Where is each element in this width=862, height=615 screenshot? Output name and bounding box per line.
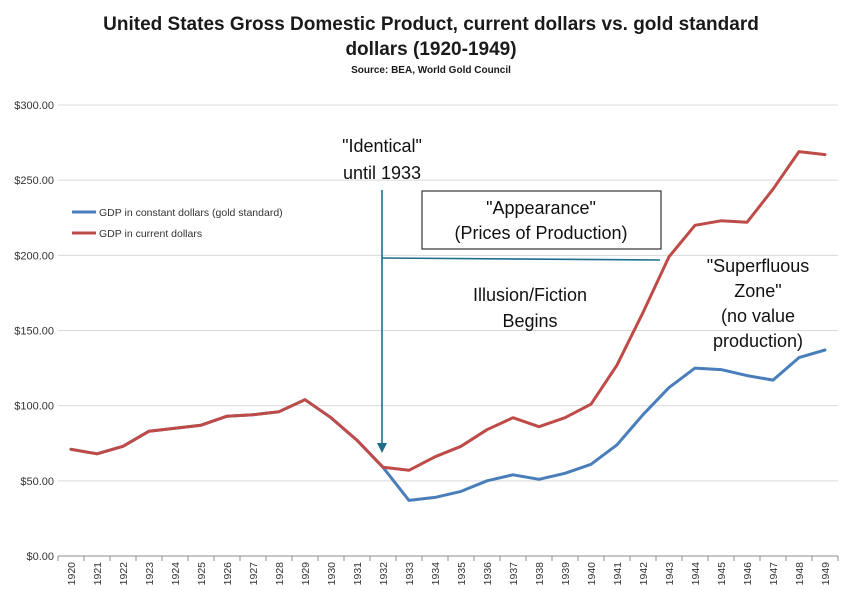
x-tick-label: 1925 [196, 562, 208, 586]
annotation-superfluous-line1: "Superfluous [707, 256, 809, 276]
annotation-appearance-line2: (Prices of Production) [454, 223, 627, 243]
y-tick-label: $200.00 [14, 250, 54, 262]
y-tick-label: $100.00 [14, 401, 54, 413]
x-tick-label: 1928 [274, 562, 286, 586]
x-tick-label: 1930 [326, 562, 338, 586]
series-line-constant-dollars [69, 348, 827, 502]
gridlines [58, 104, 838, 482]
x-tick-label: 1946 [742, 562, 754, 586]
x-tick-label: 1923 [144, 562, 156, 586]
annotation-superfluous-line3: (no value [721, 306, 795, 326]
chart-title-line2: dollars (1920-1949) [345, 39, 516, 60]
x-tick-label: 1920 [66, 562, 78, 586]
x-tick-label: 1933 [404, 562, 416, 586]
annotation-identical-line1: "Identical" [342, 136, 422, 156]
y-tick-label: $50.00 [20, 476, 54, 488]
x-axis-ticks: 1920 1921 1922 1923 1924 1925 1926 1927 1928 1929… [57, 556, 839, 586]
legend: GDP in constant dollars (gold standard) … [72, 207, 283, 240]
x-tick-label: 1940 [586, 562, 598, 586]
x-tick-label: 1929 [300, 562, 312, 586]
series-line-current-dollars [69, 150, 827, 472]
x-tick-label: 1926 [222, 562, 234, 586]
chart-subtitle: Source: BEA, World Gold Council [351, 65, 511, 76]
annotation-horizontal-line [381, 257, 661, 261]
x-tick-label: 1945 [716, 562, 728, 586]
x-tick-label: 1924 [170, 562, 182, 586]
annotation-illusion-line1: Illusion/Fiction [473, 285, 587, 305]
legend-label-constant: GDP in constant dollars (gold standard) [99, 207, 283, 219]
x-tick-label: 1931 [352, 562, 364, 586]
annotation-appearance-box [421, 190, 662, 250]
x-tick-label: 1932 [378, 562, 390, 586]
x-tick-label: 1943 [664, 562, 676, 586]
x-tick-label: 1949 [820, 562, 832, 586]
y-axis-ticks: $0.00 $50.00 $100.00 $150.00 $200.00 $250.00 $… [14, 100, 54, 563]
annotation-illusion-line2: Begins [502, 311, 557, 331]
y-tick-label: $300.00 [14, 100, 54, 112]
x-tick-label: 1941 [612, 562, 624, 586]
series-layer [69, 150, 827, 502]
x-tick-label: 1947 [768, 562, 780, 586]
x-tick-label: 1937 [508, 562, 520, 586]
x-tick-label: 1938 [534, 562, 546, 586]
annotation-appearance-line1: "Appearance" [486, 198, 596, 218]
annotation-superfluous-line2: Zone" [734, 281, 781, 301]
x-tick-label: 1935 [456, 562, 468, 586]
annotations: "Identical" until 1933 "Appearance" (Pri… [342, 136, 809, 453]
x-tick-label: 1922 [118, 562, 130, 586]
x-tick-label: 1944 [690, 562, 702, 586]
y-tick-label: $250.00 [14, 175, 54, 187]
x-tick-label: 1948 [794, 562, 806, 586]
y-tick-label: $0.00 [26, 551, 54, 563]
y-tick-label: $150.00 [14, 326, 54, 338]
chart-title-line1: United States Gross Domestic Product, cu… [103, 14, 759, 35]
x-tick-label: 1921 [92, 562, 104, 586]
annotation-superfluous-line4: production) [713, 331, 803, 351]
annotation-identical-line2: until 1933 [343, 163, 421, 183]
x-tick-label: 1936 [482, 562, 494, 586]
annotation-arrow-head [377, 443, 387, 453]
legend-label-current: GDP in current dollars [99, 228, 202, 240]
x-tick-label: 1939 [560, 562, 572, 586]
x-tick-label: 1942 [638, 562, 650, 586]
x-tick-label: 1934 [430, 562, 442, 586]
x-tick-label: 1927 [248, 562, 260, 586]
